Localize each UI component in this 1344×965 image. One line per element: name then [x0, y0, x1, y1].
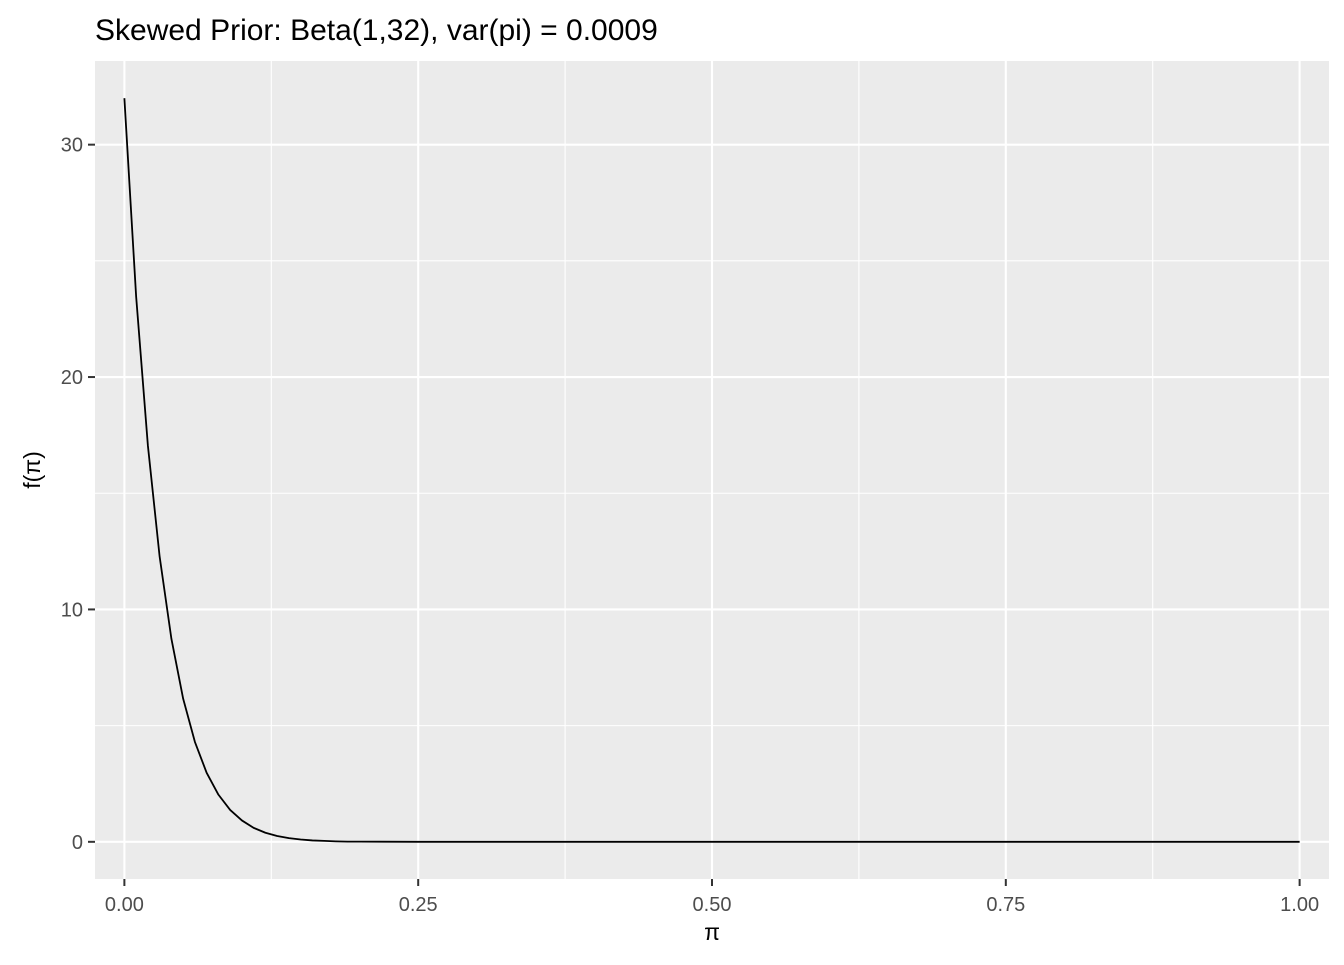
series-layer: [123, 98, 1300, 843]
x-tick-label: 0.75: [986, 894, 1025, 916]
x-tick-label: 1.00: [1280, 894, 1319, 916]
y-axis-title: f(π): [19, 451, 45, 489]
y-tick-label: 10: [61, 599, 83, 621]
density-line: [123, 98, 1300, 843]
y-tick-label: 0: [72, 832, 83, 854]
x-tick-label: 0.50: [693, 894, 732, 916]
chart-title: Skewed Prior: Beta(1,32), var(pi) = 0.00…: [95, 14, 658, 47]
grid-major: [95, 61, 1329, 879]
y-tick-label: 30: [61, 135, 83, 157]
x-tick-label: 0.00: [105, 894, 144, 916]
x-axis-title: π: [704, 919, 720, 945]
x-tick-label: 0.25: [399, 894, 438, 916]
y-tick-label: 20: [61, 367, 83, 389]
axes-layer: 0.00 0.25 0.50 0.75 1.00 0 10 20 30: [61, 135, 1319, 916]
